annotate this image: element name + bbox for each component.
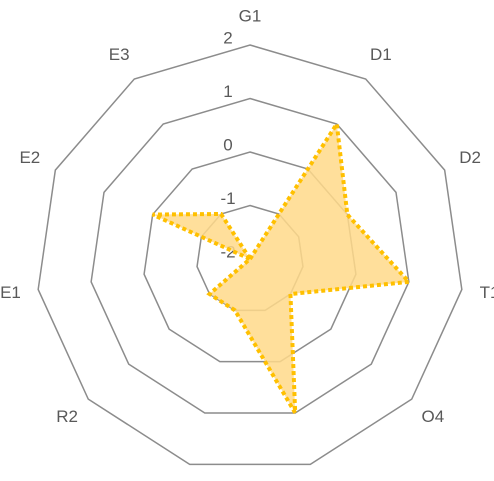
category-label: R2 (56, 407, 78, 426)
grid-ring (37, 44, 463, 466)
category-label: T1 (480, 283, 494, 302)
category-label: D2 (459, 148, 481, 167)
grid-ring (90, 97, 410, 414)
category-label: G1 (239, 6, 262, 25)
y-tick-label: -1 (220, 189, 235, 208)
category-label: O4 (422, 407, 445, 426)
y-tick-label: 1 (223, 82, 232, 101)
category-label: E2 (19, 148, 40, 167)
category-label: E3 (109, 45, 130, 64)
category-label: E1 (0, 283, 21, 302)
data-area (151, 118, 414, 415)
y-tick-label: 0 (223, 135, 232, 154)
category-label: D1 (370, 45, 392, 64)
y-tick-label: 2 (223, 28, 232, 47)
